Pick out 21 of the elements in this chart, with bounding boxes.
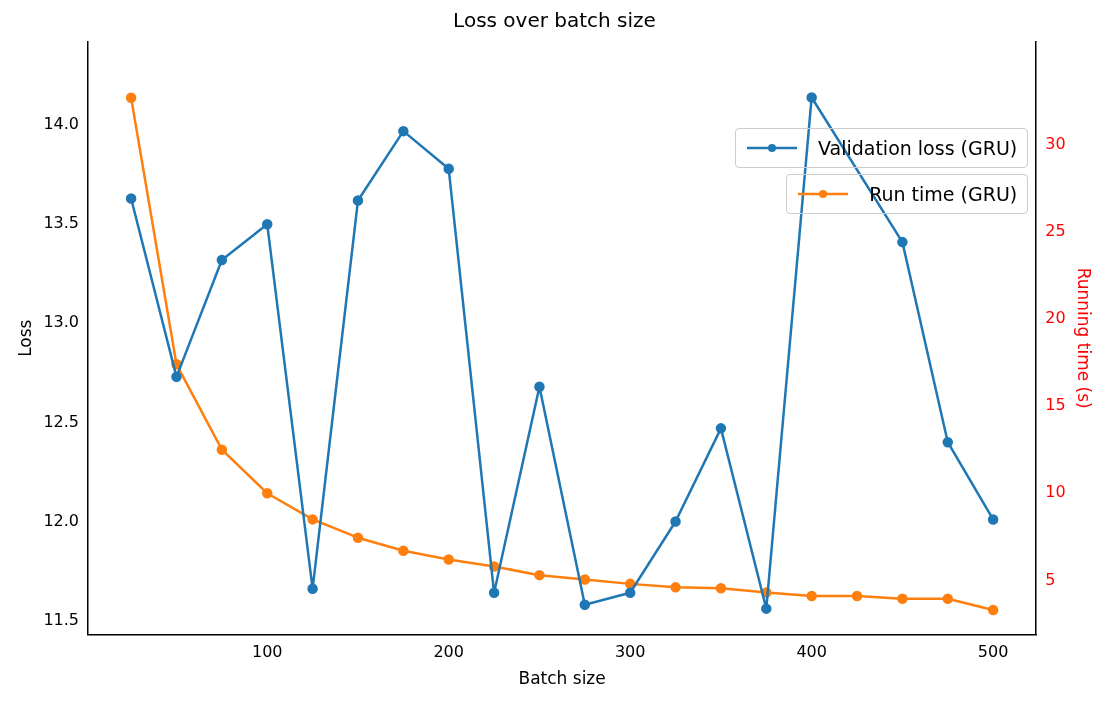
y2-axis-title: Running time (s) (1074, 267, 1095, 409)
y2-tick-label: 15 (1045, 395, 1066, 415)
x-tick-label: 200 (433, 642, 464, 662)
x-tick-label: 300 (614, 642, 646, 662)
y-tick-label: 13.5 (43, 213, 80, 233)
y-tick-label: 13.0 (43, 312, 80, 332)
y2-tick-label: 25 (1045, 221, 1066, 241)
y-axis-title: Loss (14, 319, 35, 357)
chart-title: Loss over batch size (453, 8, 656, 33)
y2-tick-label: 30 (1045, 133, 1066, 153)
y-tick-label: 12.5 (43, 411, 80, 431)
x-axis-title: Batch size (518, 668, 606, 689)
x-tick-label: 100 (251, 642, 283, 662)
y2-tick-label: 5 (1045, 569, 1056, 589)
x-tick-label: 400 (796, 642, 827, 662)
x-tick-label: 500 (977, 642, 1009, 662)
y2-tick-label: 20 (1045, 308, 1066, 328)
y-tick-label: 14.0 (43, 114, 80, 134)
y-tick-label: 11.5 (43, 609, 80, 629)
y2-tick-label: 10 (1045, 482, 1066, 502)
y-tick-label: 12.0 (43, 510, 80, 530)
